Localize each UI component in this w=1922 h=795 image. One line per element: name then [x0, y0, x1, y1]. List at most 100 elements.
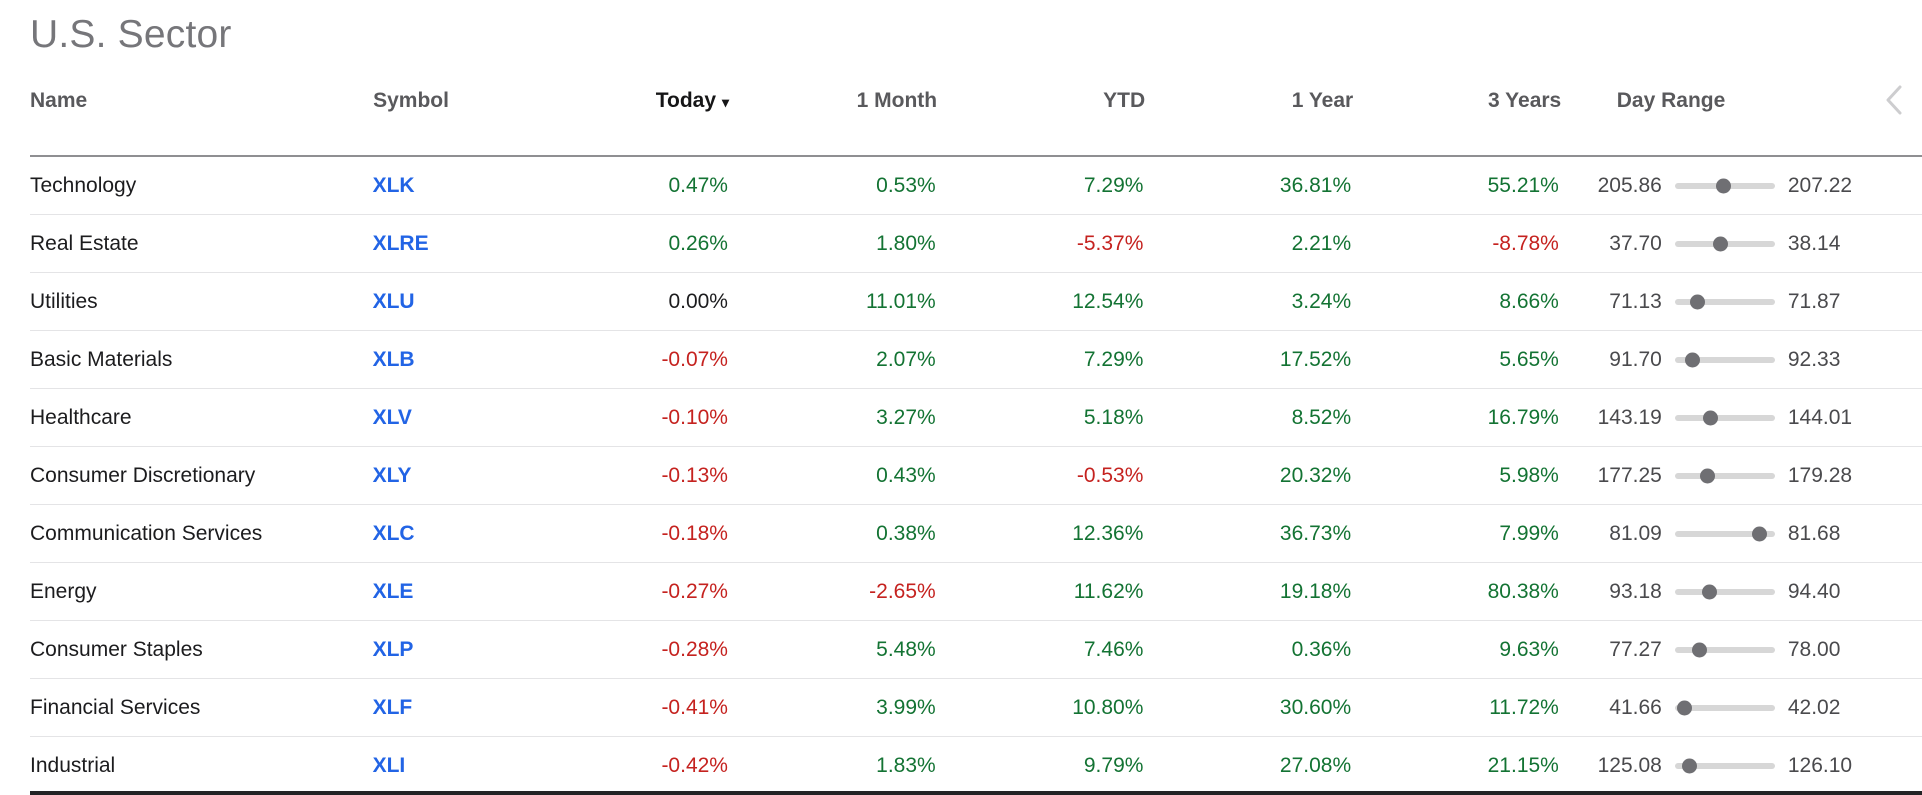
table-row[interactable]: Utilities XLU 0.00% 11.01% 12.54% 3.24% …	[30, 273, 1922, 331]
today-value: -0.18%	[661, 521, 728, 545]
day-range-cell: 93.18 94.40	[1583, 580, 1867, 604]
sort-caret-down-icon: ▾	[722, 94, 730, 110]
day-range-slider	[1674, 352, 1775, 367]
symbol-link[interactable]: XLF	[372, 695, 413, 719]
one-month-value: 2.07%	[876, 347, 936, 371]
column-header-symbol[interactable]: Symbol	[373, 89, 449, 112]
column-header-1-year[interactable]: 1 Year	[1291, 89, 1354, 112]
day-range-dot	[1684, 352, 1700, 367]
day-range-cell: 81.09 81.68	[1583, 522, 1867, 546]
one-year-value: 36.73%	[1279, 521, 1352, 545]
today-value: -0.27%	[661, 579, 728, 603]
one-month-value: 0.38%	[876, 521, 936, 545]
day-range-cell: 177.25 179.28	[1583, 464, 1867, 488]
day-range-dot	[1699, 468, 1715, 483]
day-range-slider	[1674, 178, 1775, 193]
column-header-3-years[interactable]: 3 Years	[1488, 89, 1562, 112]
three-years-value: 5.65%	[1499, 347, 1559, 371]
symbol-link[interactable]: XLC	[372, 521, 415, 545]
column-header-ytd[interactable]: YTD	[1103, 89, 1146, 112]
day-range-cell: 71.13 71.87	[1583, 290, 1867, 314]
day-range-slider	[1674, 758, 1775, 773]
day-range-cell: 37.70 38.14	[1583, 232, 1867, 256]
ytd-value: 10.80%	[1072, 695, 1144, 719]
three-years-value: 8.66%	[1499, 289, 1559, 313]
day-range-dot	[1715, 178, 1731, 193]
day-low-value: 37.70	[1609, 231, 1662, 255]
column-header-today[interactable]: Today ▾	[521, 89, 729, 113]
day-high-value: 207.22	[1787, 173, 1853, 197]
symbol-link[interactable]: XLE	[372, 579, 414, 603]
scroll-columns-left-button[interactable]	[1867, 83, 1922, 120]
table-row[interactable]: Real Estate XLRE 0.26% 1.80% -5.37% 2.21…	[30, 215, 1922, 273]
table-row[interactable]: Consumer Staples XLP -0.28% 5.48% 7.46% …	[30, 621, 1922, 679]
three-years-value: -8.78%	[1492, 231, 1559, 255]
sector-name: Consumer Staples	[30, 637, 203, 661]
symbol-link[interactable]: XLY	[372, 463, 412, 487]
sector-name: Consumer Discretionary	[30, 463, 256, 487]
three-years-value: 55.21%	[1487, 173, 1559, 197]
ytd-value: 12.36%	[1072, 521, 1144, 545]
table-row[interactable]: Consumer Discretionary XLY -0.13% 0.43% …	[30, 447, 1922, 505]
day-range-dot	[1681, 758, 1697, 773]
symbol-link[interactable]: XLV	[372, 405, 412, 429]
today-value: 0.00%	[668, 289, 728, 313]
table-header-row: Name Symbol Today ▾ 1 Month YTD 1 Year 3 …	[30, 57, 1922, 157]
one-year-value: 17.52%	[1279, 347, 1352, 371]
day-low-value: 125.08	[1597, 753, 1662, 777]
table-row[interactable]: Communication Services XLC -0.18% 0.38% …	[30, 505, 1922, 563]
table-row[interactable]: Basic Materials XLB -0.07% 2.07% 7.29% 1…	[30, 331, 1922, 389]
bottom-divider	[30, 791, 1922, 795]
sector-name: Basic Materials	[30, 347, 173, 371]
symbol-link[interactable]: XLP	[372, 637, 414, 661]
day-high-value: 42.02	[1787, 695, 1841, 719]
ytd-value: 9.79%	[1083, 753, 1144, 777]
symbol-link[interactable]: XLK	[372, 173, 415, 197]
day-high-value: 94.40	[1787, 579, 1841, 603]
day-range-dot	[1751, 526, 1767, 541]
table-row[interactable]: Financial Services XLF -0.41% 3.99% 10.8…	[30, 679, 1922, 737]
three-years-value: 9.63%	[1499, 637, 1559, 661]
day-high-value: 179.28	[1787, 463, 1853, 487]
day-range-slider	[1674, 294, 1775, 309]
ytd-value: -0.53%	[1076, 463, 1144, 487]
day-range-cell: 205.86 207.22	[1583, 174, 1867, 198]
day-range-slider	[1674, 584, 1775, 599]
symbol-link[interactable]: XLI	[372, 753, 406, 777]
three-years-value: 80.38%	[1487, 579, 1559, 603]
day-low-value: 93.18	[1609, 579, 1662, 603]
today-value: 0.47%	[668, 173, 728, 197]
column-header-day-range: Day Range	[1616, 89, 1726, 112]
column-header-today-label: Today	[655, 89, 717, 112]
day-high-value: 38.14	[1787, 231, 1841, 255]
column-header-1-month[interactable]: 1 Month	[856, 89, 938, 112]
sector-name: Communication Services	[30, 521, 263, 545]
one-month-value: 1.83%	[876, 753, 936, 777]
sector-name: Healthcare	[30, 405, 132, 429]
table-row[interactable]: Energy XLE -0.27% -2.65% 11.62% 19.18% 8…	[30, 563, 1922, 621]
day-range-slider	[1674, 236, 1775, 251]
table-row[interactable]: Industrial XLI -0.42% 1.83% 9.79% 27.08%…	[30, 737, 1922, 795]
ytd-value: 5.18%	[1083, 405, 1144, 429]
symbol-link[interactable]: XLB	[372, 347, 415, 371]
day-range-slider	[1674, 700, 1775, 715]
day-high-value: 126.10	[1787, 753, 1853, 777]
day-range-dot	[1689, 294, 1705, 309]
one-year-value: 30.60%	[1279, 695, 1352, 719]
day-high-value: 81.68	[1787, 521, 1841, 545]
day-range-slider	[1674, 526, 1775, 541]
table-body: Technology XLK 0.47% 0.53% 7.29% 36.81% …	[30, 157, 1922, 795]
column-header-name[interactable]: Name	[30, 89, 88, 112]
today-value: -0.42%	[661, 753, 728, 777]
table-row[interactable]: Healthcare XLV -0.10% 3.27% 5.18% 8.52% …	[30, 389, 1922, 447]
day-range-dot	[1691, 642, 1707, 657]
sector-table: Name Symbol Today ▾ 1 Month YTD 1 Year 3 …	[30, 57, 1922, 795]
one-month-value: -2.65%	[869, 579, 936, 603]
symbol-link[interactable]: XLRE	[372, 231, 429, 255]
table-row[interactable]: Technology XLK 0.47% 0.53% 7.29% 36.81% …	[30, 157, 1922, 215]
one-year-value: 36.81%	[1279, 173, 1352, 197]
day-range-cell: 41.66 42.02	[1583, 696, 1867, 720]
sector-name: Utilities	[30, 289, 98, 313]
symbol-link[interactable]: XLU	[372, 289, 415, 313]
sector-name: Financial Services	[30, 695, 201, 719]
